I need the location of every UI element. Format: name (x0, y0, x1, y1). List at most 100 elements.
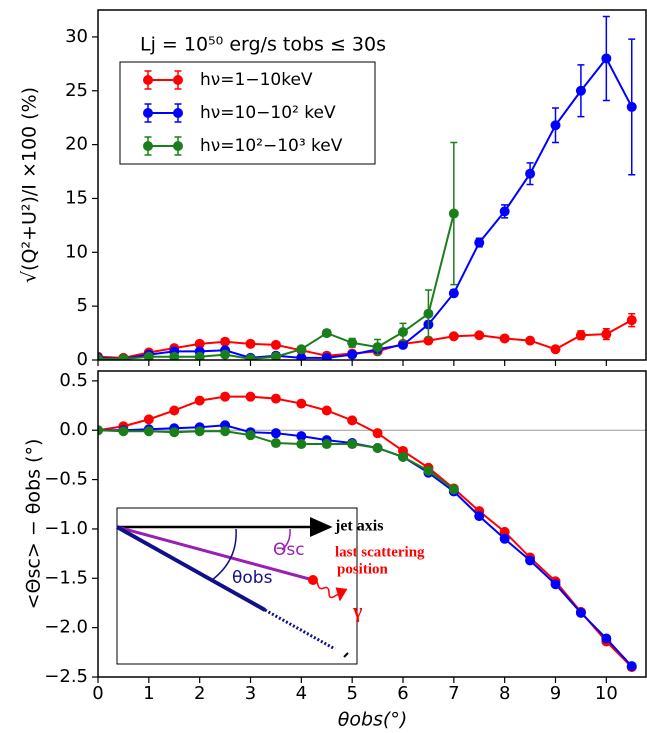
marker (220, 391, 231, 402)
marker (245, 338, 256, 349)
y-axis-label: <Θsc> − θobs (°) (23, 439, 45, 610)
inset-label: Θsc (273, 540, 305, 560)
y-tick-label: 25 (65, 80, 88, 101)
annotation: Lj = 10⁵⁰ erg/s tobs ≤ 30s (140, 34, 386, 56)
y-tick-label: −1.0 (44, 518, 88, 539)
legend-label: hν=10−10² keV (200, 103, 336, 123)
marker (499, 206, 510, 217)
y-tick-label: 20 (65, 134, 88, 155)
marker (169, 351, 180, 360)
marker (372, 342, 383, 353)
marker (296, 344, 307, 355)
x-tick-label: 0 (92, 683, 103, 704)
legend-label: hν=1−10keV (200, 70, 313, 90)
marker (194, 351, 205, 360)
marker (270, 393, 281, 404)
marker (347, 337, 358, 348)
marker (220, 426, 231, 437)
marker (550, 579, 561, 590)
marker (118, 353, 129, 360)
marker (270, 339, 281, 350)
marker (398, 327, 408, 337)
marker (525, 555, 536, 566)
series-line (98, 395, 633, 668)
marker (296, 431, 307, 442)
marker (118, 426, 129, 437)
marker (245, 391, 256, 402)
y-tick-label: −1.5 (44, 567, 88, 588)
axes-frame (97, 370, 647, 678)
x-tick-label: 4 (296, 683, 307, 704)
marker (220, 349, 231, 360)
inset-label: last scattering (335, 544, 425, 560)
x-tick-label: 3 (245, 683, 256, 704)
marker (372, 428, 383, 439)
marker (194, 395, 205, 406)
marker (448, 288, 459, 299)
marker (474, 237, 485, 248)
marker (296, 439, 307, 450)
x-axis-label: θobs(°) (338, 709, 408, 731)
marker (448, 208, 459, 219)
legend-marker (143, 141, 153, 151)
y-tick-label: 30 (65, 26, 88, 47)
marker (245, 353, 256, 360)
marker (220, 336, 231, 347)
inset-label: jet axis (334, 518, 383, 535)
marker (321, 352, 332, 360)
marker (347, 439, 358, 450)
legend-marker (173, 75, 183, 85)
inset-label: γ (352, 601, 363, 623)
x-tick-label: 5 (346, 683, 357, 704)
marker (575, 85, 586, 96)
x-tick-label: 6 (397, 683, 408, 704)
y-tick-label: 0.5 (59, 370, 88, 391)
marker (525, 168, 536, 179)
y-tick-label: 15 (65, 187, 88, 208)
series-line (98, 56, 633, 360)
inset-label: position (337, 561, 389, 577)
series-line (98, 213, 455, 360)
marker (143, 351, 154, 360)
marker (474, 511, 485, 522)
y-tick-label: 10 (65, 241, 88, 262)
marker (575, 330, 586, 341)
plot-area (98, 391, 647, 673)
y-tick-label: 0.0 (59, 419, 88, 440)
marker (448, 484, 459, 495)
marker (448, 331, 459, 342)
x-tick-label: 9 (550, 683, 561, 704)
marker (474, 330, 485, 341)
marker (575, 607, 586, 618)
marker (525, 335, 536, 346)
marker (321, 328, 332, 339)
marker (143, 414, 154, 425)
marker (398, 451, 408, 462)
marker (296, 398, 307, 409)
marker (398, 339, 408, 350)
marker (347, 349, 358, 360)
marker (626, 101, 637, 112)
marker (194, 338, 205, 349)
marker (270, 428, 281, 439)
marker (270, 438, 281, 449)
marker (601, 329, 612, 340)
x-tick-label: 2 (194, 683, 205, 704)
legend-marker (143, 75, 153, 85)
marker (550, 120, 561, 131)
x-tick-label: 1 (143, 683, 154, 704)
marker (601, 633, 612, 644)
x-tick-label: 8 (499, 683, 510, 704)
legend-marker (173, 108, 183, 118)
y-tick-label: −0.5 (44, 469, 88, 490)
marker (270, 351, 281, 360)
marker (372, 442, 383, 453)
marker (194, 426, 205, 437)
legend-marker (173, 141, 183, 151)
x-tick-label: 7 (448, 683, 459, 704)
marker (296, 352, 307, 360)
marker (626, 315, 637, 326)
y-tick-label: 5 (77, 295, 88, 316)
marker (347, 415, 358, 426)
marker (601, 53, 612, 64)
